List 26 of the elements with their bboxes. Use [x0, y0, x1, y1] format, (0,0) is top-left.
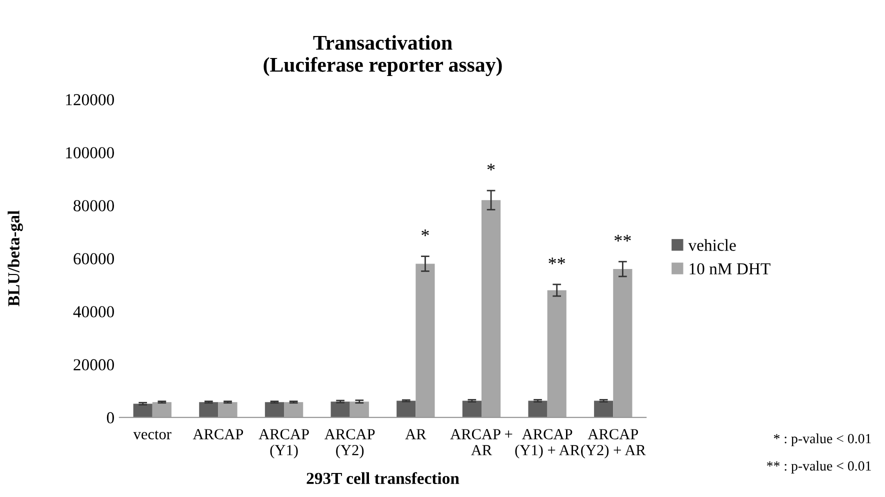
x-tick-label: ARCAP (Y1) + AR	[515, 429, 580, 458]
x-tick-label: vector	[133, 430, 172, 440]
x-tick-label: ARCAP (Y2) + AR	[581, 429, 646, 458]
y-tick-label: 100000	[66, 147, 114, 158]
annotation: **	[614, 234, 631, 242]
y-tick-label: 0	[106, 412, 114, 424]
annotation: *	[487, 164, 495, 170]
y-tick-label: 60000	[74, 253, 114, 264]
y-tick-label: 40000	[73, 306, 114, 318]
legend-label: 10 nM DHT	[690, 263, 770, 274]
y-tick-label: 20000	[74, 359, 114, 370]
y-tick-label: 80000	[74, 200, 114, 212]
chart-title: Transactivation (Luciferase reporter assay)	[264, 35, 502, 76]
x-tick-label: ARCAP	[192, 429, 244, 440]
x-tick-label: ARCAP + AR	[450, 429, 512, 456]
annotation: *	[422, 230, 429, 236]
y-axis-title: BLU/beta-gal	[8, 210, 23, 306]
text: ** : p-value < 0.01	[766, 460, 871, 474]
y-tick-label: 120000	[66, 94, 114, 106]
text: * : p-value < 0.01	[774, 434, 871, 446]
x-tick-label: ARCAP (Y2)	[324, 429, 375, 458]
x-axis-title: 293T cell transfection	[306, 472, 460, 484]
x-tick-label: AR	[405, 429, 426, 440]
x-tick-label: ARCAP (Y1)	[258, 429, 309, 458]
annotation: **	[548, 258, 566, 264]
legend-label: vehicle	[688, 239, 736, 251]
